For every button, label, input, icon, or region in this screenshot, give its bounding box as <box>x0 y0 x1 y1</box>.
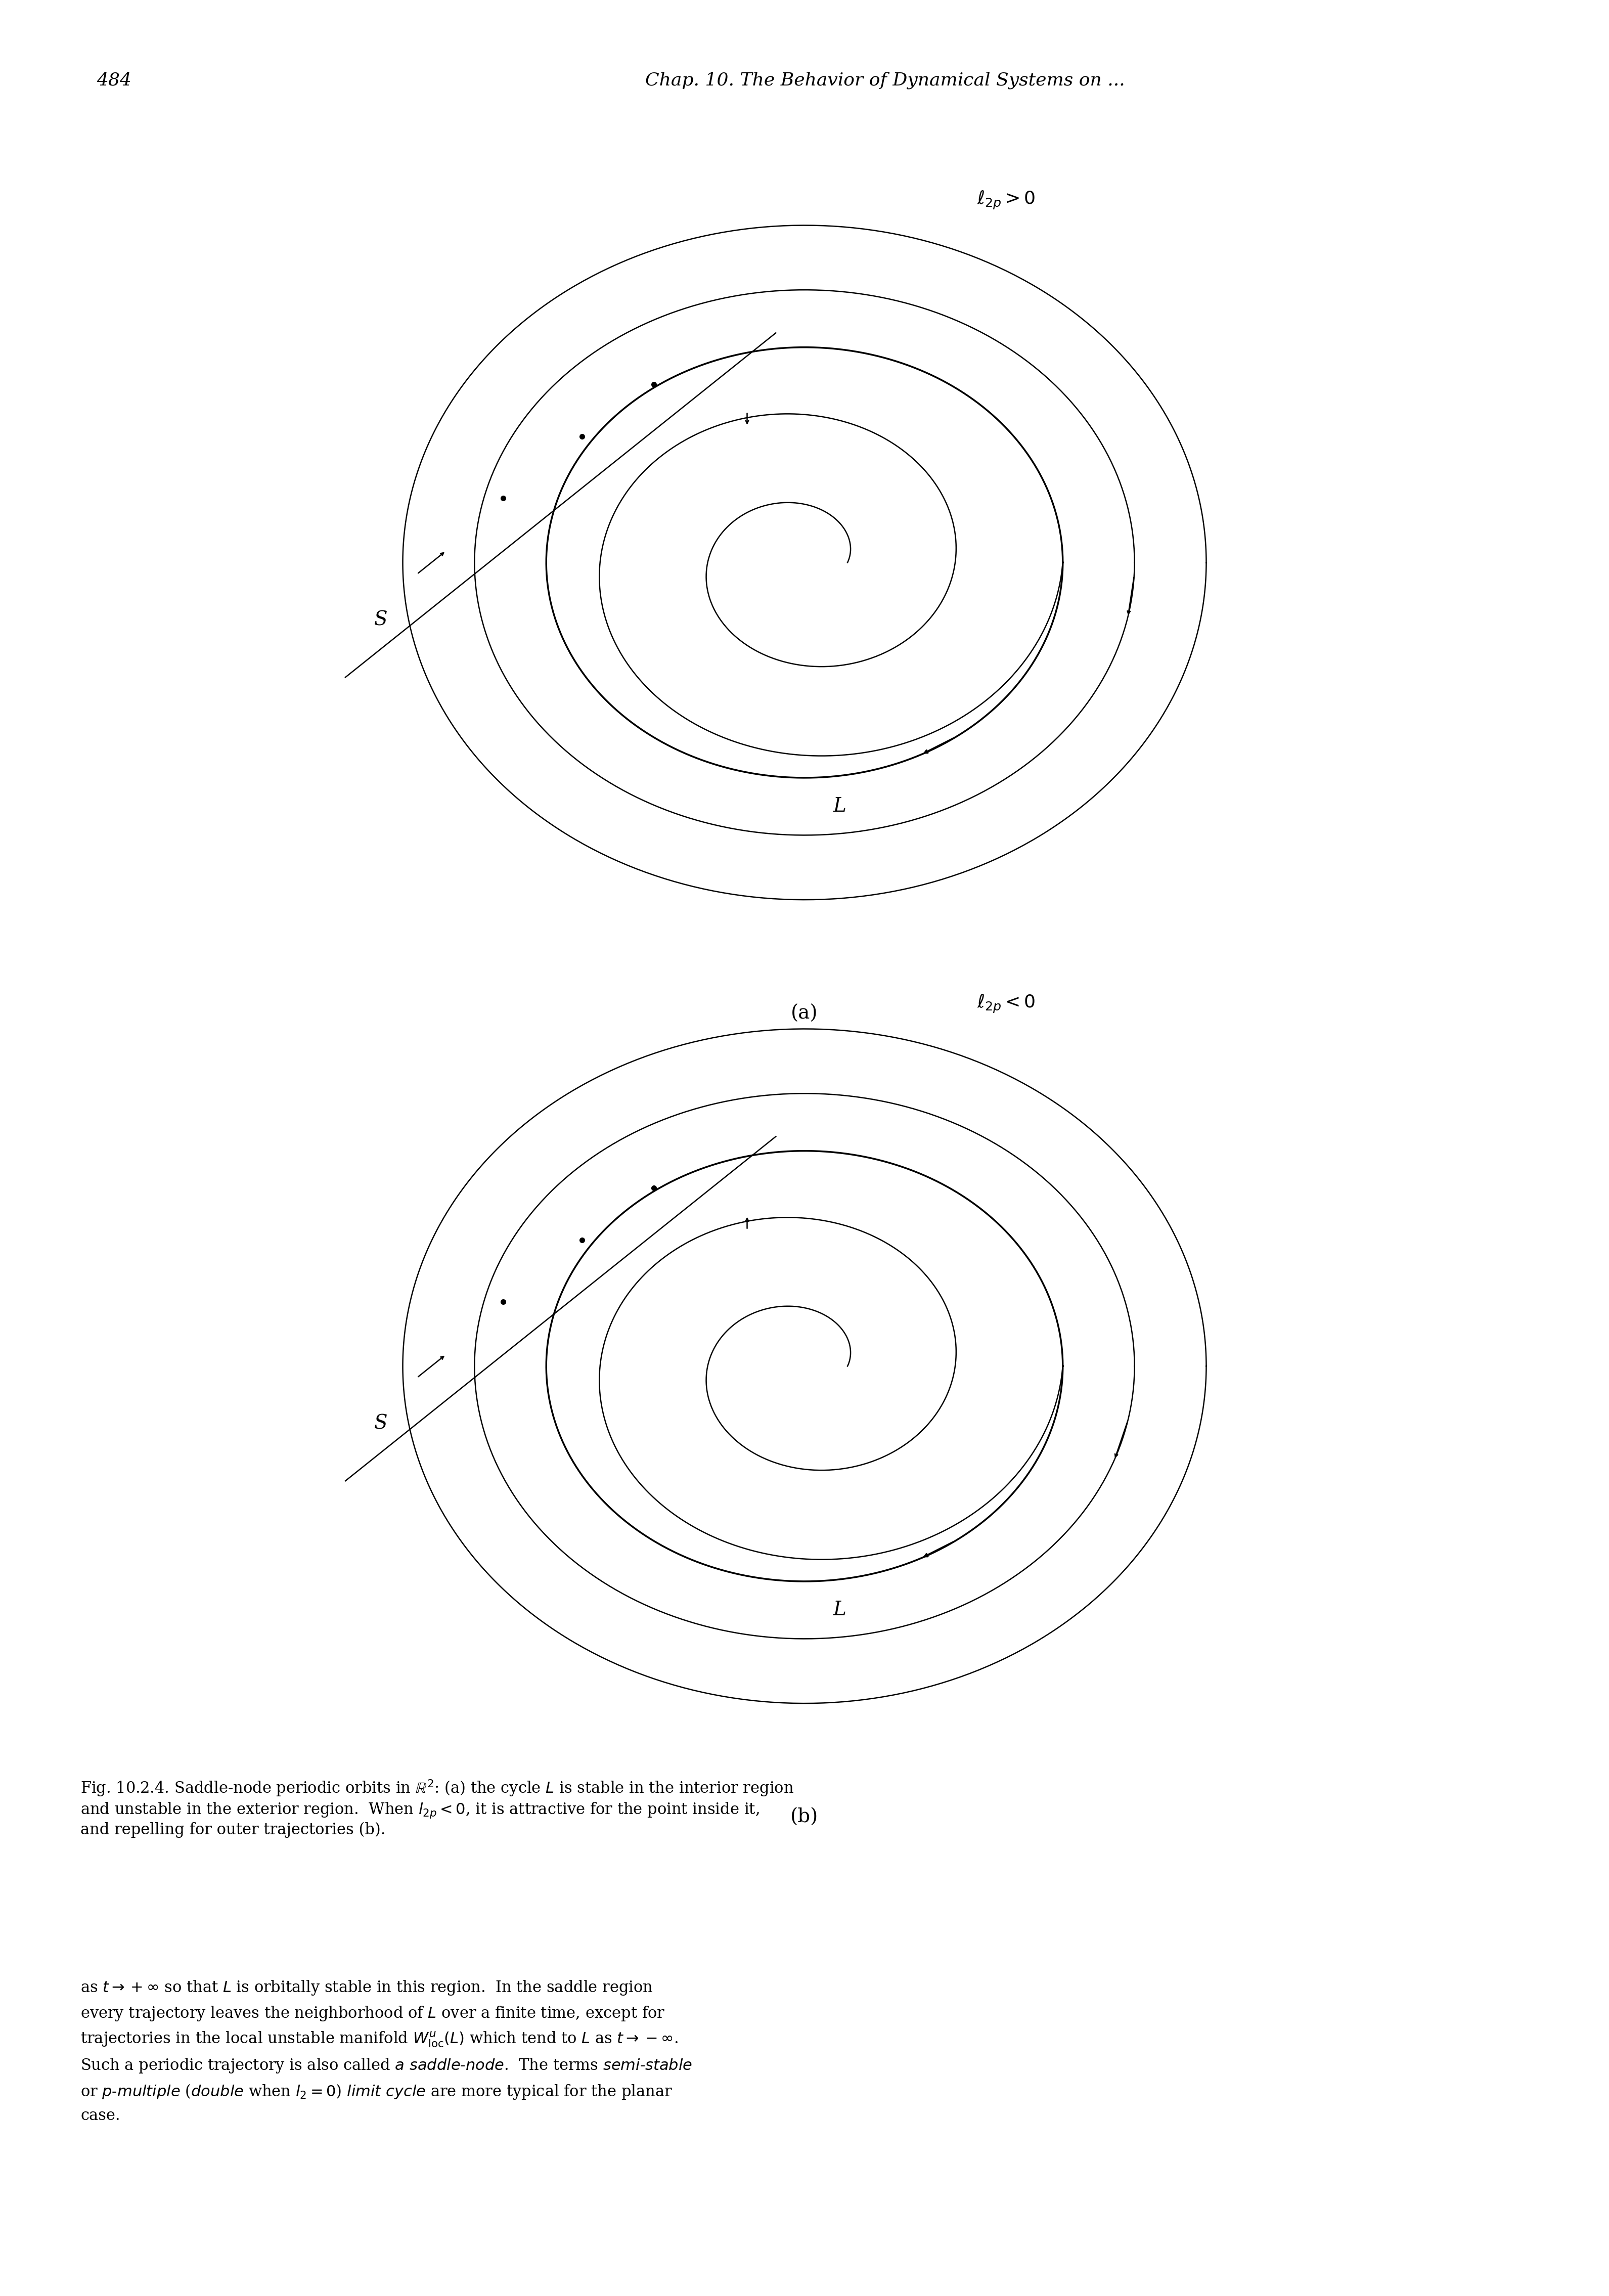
Text: as $t \rightarrow +\infty$ so that $L$ is orbitally stable in this region.  In t: as $t \rightarrow +\infty$ so that $L$ i… <box>80 1979 692 2124</box>
Text: 484: 484 <box>97 71 132 90</box>
Text: (b): (b) <box>790 1809 819 1828</box>
Text: L: L <box>833 1600 846 1619</box>
Text: L: L <box>833 797 846 815</box>
Text: Chap. 10. The Behavior of Dynamical Systems on ...: Chap. 10. The Behavior of Dynamical Syst… <box>645 71 1125 90</box>
Text: (a): (a) <box>792 1006 817 1024</box>
Text: S: S <box>373 611 388 629</box>
Text: $\ell_{2p}>0$: $\ell_{2p}>0$ <box>977 191 1035 211</box>
Text: S: S <box>373 1414 388 1433</box>
Text: $\ell_{2p}<0$: $\ell_{2p}<0$ <box>977 992 1035 1015</box>
Text: Fig. 10.2.4. Saddle-node periodic orbits in $\mathbb{R}^2$: (a) the cycle $L$ is: Fig. 10.2.4. Saddle-node periodic orbits… <box>80 1779 793 1839</box>
